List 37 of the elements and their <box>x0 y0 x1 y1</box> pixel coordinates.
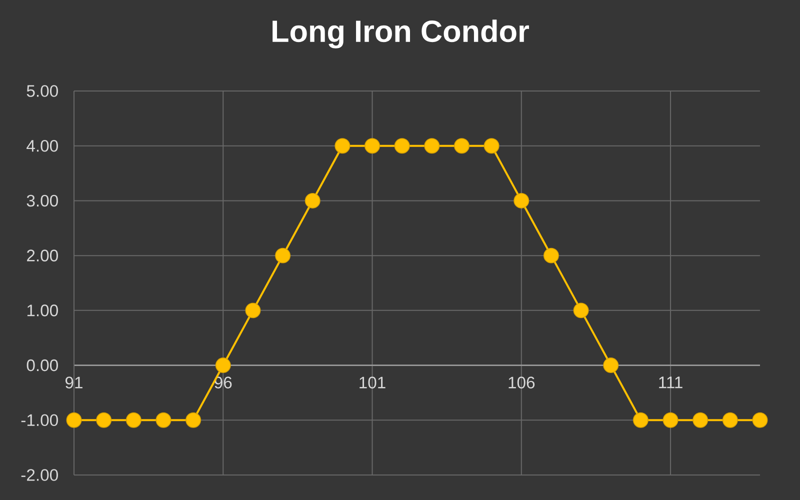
point <box>424 138 440 154</box>
point <box>603 358 619 374</box>
point <box>752 412 768 428</box>
point <box>662 412 678 428</box>
point <box>96 412 112 428</box>
point <box>543 248 559 264</box>
y-tick-label: 4.00 <box>26 140 58 152</box>
y-tick-label: -2.00 <box>21 469 58 481</box>
chart-title: Long Iron Condor <box>272 20 530 48</box>
x-tick-label: 101 <box>360 376 386 388</box>
point <box>334 138 350 154</box>
x-tick-label: 91 <box>66 376 82 388</box>
point <box>692 412 708 428</box>
point <box>215 358 231 374</box>
point <box>514 192 530 208</box>
point <box>394 138 410 154</box>
x-tick-label: 106 <box>508 376 535 388</box>
y-tick-label: 1.00 <box>27 304 58 316</box>
point <box>245 302 261 318</box>
point <box>275 248 291 264</box>
point <box>126 412 142 428</box>
point <box>156 412 172 428</box>
point <box>573 302 589 318</box>
point <box>304 192 320 208</box>
point <box>66 412 82 428</box>
x-tick-label: 111 <box>659 376 682 388</box>
y-tick-label: -1.00 <box>21 414 58 426</box>
point <box>364 138 380 154</box>
y-tick-label: 2.00 <box>27 250 58 262</box>
point <box>632 412 648 428</box>
y-tick-label: 5.00 <box>26 85 58 97</box>
point <box>484 138 500 154</box>
point <box>186 412 202 428</box>
y-tick-label: 0.00 <box>26 359 58 372</box>
y-tick-label: 3.00 <box>26 194 58 207</box>
point <box>454 138 470 154</box>
point <box>722 412 738 428</box>
